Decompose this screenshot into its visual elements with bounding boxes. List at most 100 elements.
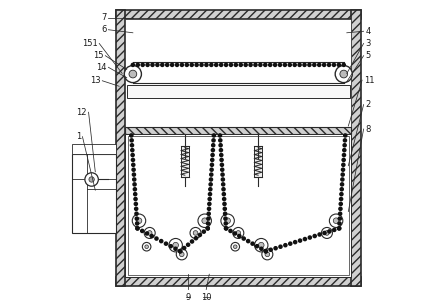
Circle shape xyxy=(241,236,246,241)
Circle shape xyxy=(130,143,134,148)
Circle shape xyxy=(208,192,212,196)
Circle shape xyxy=(220,167,225,172)
Circle shape xyxy=(173,242,179,248)
Bar xyxy=(125,19,351,130)
Circle shape xyxy=(337,63,341,67)
Circle shape xyxy=(178,249,183,254)
Circle shape xyxy=(132,182,137,187)
Circle shape xyxy=(255,244,259,248)
Circle shape xyxy=(222,207,227,211)
Circle shape xyxy=(142,243,151,251)
Circle shape xyxy=(273,63,277,67)
Circle shape xyxy=(144,227,155,239)
Circle shape xyxy=(228,229,233,233)
Circle shape xyxy=(185,63,189,67)
Circle shape xyxy=(343,133,348,138)
Circle shape xyxy=(210,157,214,162)
Circle shape xyxy=(219,148,223,153)
Circle shape xyxy=(210,148,215,153)
Circle shape xyxy=(145,231,149,236)
Circle shape xyxy=(223,221,228,226)
Circle shape xyxy=(140,63,145,67)
Bar xyxy=(125,127,351,134)
Circle shape xyxy=(236,231,241,235)
Circle shape xyxy=(221,177,225,182)
Circle shape xyxy=(133,197,138,201)
Text: 10: 10 xyxy=(201,293,211,301)
Circle shape xyxy=(207,197,212,201)
Text: 12: 12 xyxy=(77,108,87,117)
Circle shape xyxy=(322,63,326,67)
Text: 4: 4 xyxy=(365,27,370,36)
Circle shape xyxy=(322,231,327,235)
Circle shape xyxy=(199,63,204,67)
Circle shape xyxy=(342,153,346,157)
Circle shape xyxy=(231,243,240,251)
Circle shape xyxy=(130,153,135,157)
Circle shape xyxy=(134,207,139,211)
Circle shape xyxy=(337,221,342,226)
Circle shape xyxy=(258,63,263,67)
Circle shape xyxy=(255,239,268,252)
Circle shape xyxy=(155,63,159,67)
Circle shape xyxy=(325,231,329,235)
Circle shape xyxy=(265,252,270,257)
Circle shape xyxy=(339,187,344,192)
Text: 3: 3 xyxy=(365,39,370,48)
Circle shape xyxy=(303,237,307,241)
Circle shape xyxy=(131,167,136,172)
Bar xyxy=(125,134,351,277)
Circle shape xyxy=(130,148,135,153)
Circle shape xyxy=(327,63,331,67)
Circle shape xyxy=(85,173,98,186)
Circle shape xyxy=(330,214,343,227)
Circle shape xyxy=(223,216,228,221)
Circle shape xyxy=(221,182,225,187)
Text: 1: 1 xyxy=(76,132,81,141)
Circle shape xyxy=(338,207,343,211)
Circle shape xyxy=(214,63,218,67)
Circle shape xyxy=(224,63,228,67)
Circle shape xyxy=(135,221,140,226)
Circle shape xyxy=(224,226,229,231)
Circle shape xyxy=(140,229,144,233)
Circle shape xyxy=(182,246,187,250)
Circle shape xyxy=(218,133,222,138)
Circle shape xyxy=(154,236,159,241)
Circle shape xyxy=(233,63,238,67)
Text: 7: 7 xyxy=(101,13,107,22)
Circle shape xyxy=(268,247,273,252)
Circle shape xyxy=(233,245,237,248)
Circle shape xyxy=(176,249,187,260)
Circle shape xyxy=(264,249,268,254)
Text: 8: 8 xyxy=(365,125,370,134)
Circle shape xyxy=(288,241,292,246)
Text: 2: 2 xyxy=(365,100,370,109)
Circle shape xyxy=(211,143,215,148)
Circle shape xyxy=(273,246,278,251)
Circle shape xyxy=(220,162,224,167)
Circle shape xyxy=(340,182,344,187)
Circle shape xyxy=(262,249,273,260)
Circle shape xyxy=(338,212,342,216)
Circle shape xyxy=(190,227,201,239)
Circle shape xyxy=(332,227,337,232)
Circle shape xyxy=(211,138,216,143)
Circle shape xyxy=(198,214,211,227)
Circle shape xyxy=(207,202,212,206)
Circle shape xyxy=(129,70,137,78)
Circle shape xyxy=(206,212,211,216)
Circle shape xyxy=(337,226,342,231)
Circle shape xyxy=(327,229,332,234)
Circle shape xyxy=(335,65,352,83)
Circle shape xyxy=(148,231,152,235)
Circle shape xyxy=(224,226,229,231)
Circle shape xyxy=(194,63,199,67)
Circle shape xyxy=(221,187,226,192)
Circle shape xyxy=(209,177,213,182)
Circle shape xyxy=(202,218,207,223)
Circle shape xyxy=(131,63,135,67)
Circle shape xyxy=(220,172,225,177)
Circle shape xyxy=(210,153,215,157)
Circle shape xyxy=(175,63,179,67)
